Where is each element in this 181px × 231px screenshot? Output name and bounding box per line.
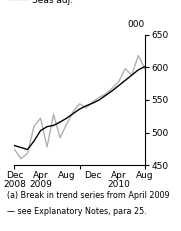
Text: Apr: Apr	[111, 171, 127, 180]
Text: (a) Break in trend series from April 2009: (a) Break in trend series from April 200…	[7, 191, 170, 200]
Text: 000: 000	[128, 20, 145, 29]
Text: 2010: 2010	[107, 180, 130, 189]
Legend: Trend(a), Seas adj.: Trend(a), Seas adj.	[9, 0, 73, 5]
Text: Apr: Apr	[33, 171, 48, 180]
Text: Aug: Aug	[58, 171, 75, 180]
Text: 2008: 2008	[3, 180, 26, 189]
Text: 2009: 2009	[29, 180, 52, 189]
Text: — see Explanatory Notes, para 25.: — see Explanatory Notes, para 25.	[7, 207, 147, 216]
Text: Dec: Dec	[84, 171, 101, 180]
Text: Aug: Aug	[136, 171, 154, 180]
Text: Dec: Dec	[6, 171, 23, 180]
